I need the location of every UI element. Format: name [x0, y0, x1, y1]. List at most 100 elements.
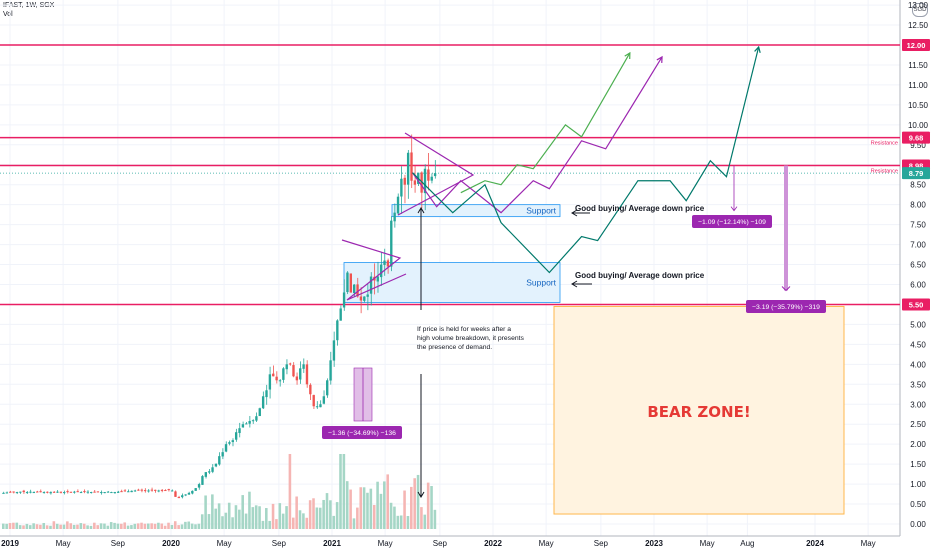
projection-path-teal [412, 46, 760, 274]
volume-bar [362, 487, 366, 529]
volume-bar [318, 507, 322, 529]
candle-body [315, 406, 319, 408]
candle-body [56, 491, 59, 493]
volume-bar [66, 521, 69, 529]
level-price-tag [902, 298, 930, 311]
candle-body [62, 492, 66, 494]
projection-arrowhead [624, 51, 631, 59]
volume-bar [8, 523, 12, 529]
volume-bar [18, 525, 22, 529]
volume-bar [120, 523, 123, 529]
volume-bar [22, 525, 25, 529]
volume-bar [217, 503, 221, 529]
y-tick-label: 13.00 [908, 1, 929, 10]
candle-body [5, 492, 9, 494]
volume-bar [278, 503, 282, 529]
volume-bar [238, 509, 241, 529]
volume-bar [372, 504, 376, 529]
candle-body [403, 177, 406, 185]
currency-badge[interactable]: SGD [912, 3, 928, 17]
volume-bar [35, 524, 39, 529]
y-tick-label: 7.50 [910, 221, 926, 230]
volume-bar [96, 525, 99, 529]
volume-bar [180, 524, 184, 529]
candle-body [106, 491, 110, 493]
volume-bar [322, 499, 325, 529]
good-buying-label: Good buying/ Average down price [575, 271, 705, 280]
candle-body [305, 364, 309, 385]
y-tick-label: 1.50 [910, 460, 926, 469]
volume-bar [399, 515, 403, 529]
candle-body [214, 463, 218, 467]
volume-label: Vol [3, 11, 13, 18]
candle-body [268, 374, 272, 390]
candle-body [228, 442, 231, 444]
x-tick-label: 2022 [484, 539, 502, 548]
volume-bar [15, 522, 19, 529]
candle-body [393, 212, 396, 222]
volume-bar [403, 490, 406, 529]
y-tick-label: 5.00 [910, 320, 926, 329]
candle-body [113, 492, 116, 494]
candle-body [234, 432, 238, 440]
candle-body [376, 276, 379, 282]
volume-bar [254, 505, 258, 529]
candle-body [120, 491, 123, 493]
last-price-label: 8.79 [909, 169, 924, 178]
volume-bar [5, 523, 8, 529]
volume-bar [302, 513, 305, 529]
candle-body [103, 492, 106, 494]
volume-bar [2, 523, 5, 529]
volume-bar [251, 507, 255, 529]
volume-bar [32, 523, 35, 529]
projection-arrowhead [754, 45, 761, 53]
volume-bar [25, 523, 29, 529]
candle-body [410, 152, 413, 181]
x-tick-label: 2020 [162, 539, 180, 548]
candle-body [194, 488, 197, 491]
candle-body [427, 169, 430, 181]
candle-body [346, 272, 349, 293]
volume-bar [214, 508, 218, 529]
volume-bar [177, 525, 180, 529]
volume-bar [106, 525, 110, 529]
candle-body [29, 491, 32, 493]
candle-body [258, 408, 261, 417]
bear-zone-label: BEAR ZONE! [647, 403, 750, 421]
candle-body [32, 492, 36, 494]
candle-body [191, 490, 194, 494]
volume-bar [130, 525, 133, 529]
note-line: If price is held for weeks after a [417, 326, 511, 333]
volume-bar [79, 523, 83, 529]
volume-bar [271, 503, 275, 529]
candle-body [329, 360, 332, 381]
volume-bar [329, 500, 332, 529]
candle-body [12, 491, 15, 493]
candle-body [336, 320, 339, 341]
candle-body [25, 492, 29, 494]
volume-bar [366, 492, 369, 529]
y-tick-label: 11.00 [908, 81, 928, 90]
volume-bar [305, 517, 309, 529]
volume-bar [288, 454, 292, 529]
candle-body [255, 416, 258, 421]
candle-body [160, 489, 164, 491]
volume-bar [332, 515, 336, 529]
candle-body [359, 296, 363, 301]
resistance-label: Resistance [871, 169, 898, 175]
support-zone [391, 204, 561, 218]
x-tick-label: May [539, 539, 554, 548]
volume-bar [295, 496, 298, 529]
candle-body [204, 472, 207, 477]
volume-bar [99, 523, 103, 529]
volume-bar [28, 525, 32, 529]
volume-bar [234, 505, 238, 529]
candle-body [66, 491, 69, 493]
y-tick-label: 10.00 [908, 121, 929, 130]
volume-bar [12, 522, 15, 529]
volume-bar [426, 482, 430, 529]
candle-body [275, 376, 278, 381]
volume-bar [342, 454, 346, 529]
volume-bar [369, 488, 373, 529]
